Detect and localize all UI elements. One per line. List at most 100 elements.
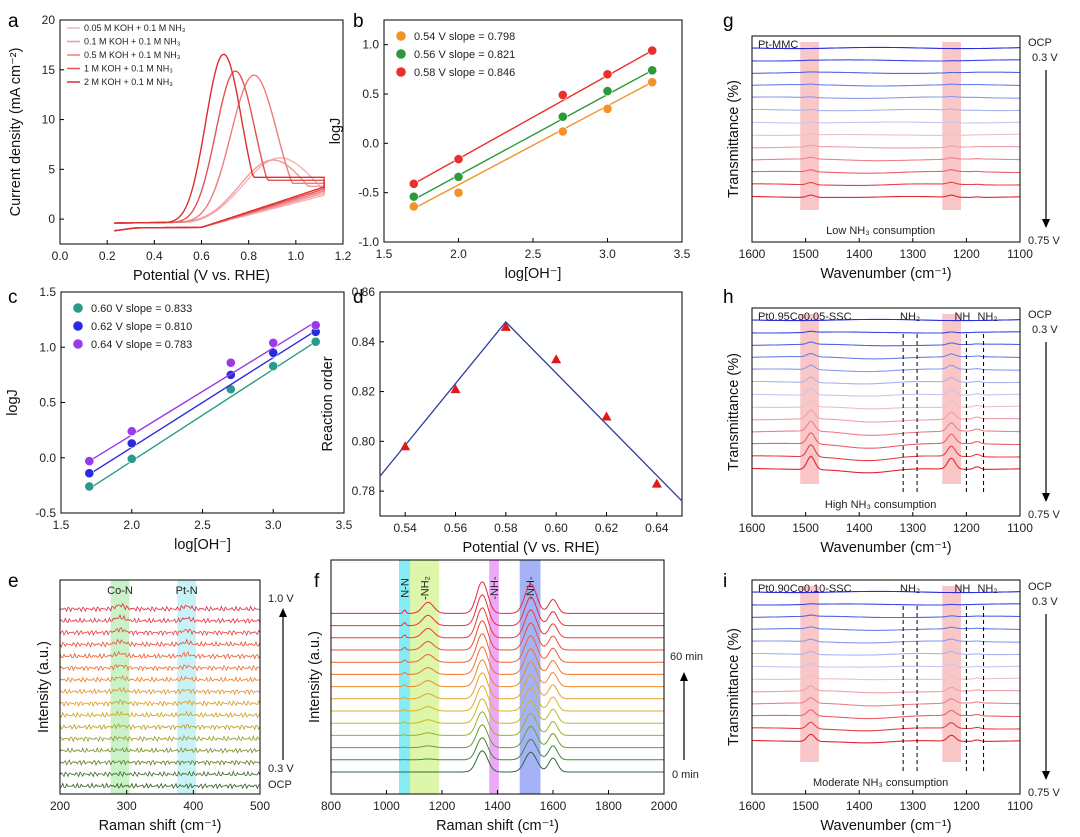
band-highlight [800,586,819,762]
x-tick-label: 500 [250,799,270,813]
ftir-trace [752,144,1020,149]
x-tick-label: 0.0 [52,249,69,263]
raman-trace [331,646,664,675]
band-label: N-N [400,578,412,598]
x-tick-label: 3.0 [265,518,282,532]
panel-letter: a [8,11,19,32]
x-tick-label: 1200 [429,799,456,813]
plot-frame [59,579,261,795]
panel-letter: e [8,571,19,592]
fit-line [88,330,317,475]
arrow-head [680,672,688,681]
x-tick-label: 1800 [595,799,622,813]
band-highlight [110,580,130,794]
label-end: 0.75 V [1028,235,1060,247]
raman-trace [59,746,261,754]
sample-label: Pt-MMC [758,39,798,51]
x-tick-label: 1300 [899,247,926,261]
ftir-trace [752,364,1020,373]
x-tick-label: 3.0 [599,247,616,261]
data-point [557,90,568,100]
band-highlight [410,560,440,794]
y-tick-label: 0.78 [352,484,376,498]
ftir-trace [751,709,1020,720]
data-point [450,384,461,394]
y-axis-label: Reaction order [320,356,336,451]
legend-label: 0.58 V slope = 0.846 [414,67,515,79]
ftir-trace [752,194,1020,198]
raman-trace [59,614,261,624]
x-axis-label: Raman shift (cm⁻¹) [436,818,559,834]
cv-curve-series [114,159,325,232]
band-highlight [942,586,962,762]
ftir-trace [752,108,1020,112]
arrow-head [1042,493,1050,502]
data-point [651,478,662,488]
legend-label: 0.64 V slope = 0.783 [91,339,192,351]
label-start: 0.3 V [1032,52,1058,64]
ftir-trace [752,721,1020,732]
ftir-trace [752,132,1020,136]
ftir-trace [752,455,1020,474]
arrow-head [1042,771,1050,780]
x-axis-label: Potential (V vs. RHE) [463,540,600,556]
ftir-trace [751,662,1021,668]
raman-trace [331,633,664,663]
y-tick-label: 0 [48,212,55,226]
raman-trace [59,770,261,778]
data-point [500,321,511,331]
band-highlight [489,560,499,794]
label-top: 60 min [670,651,703,663]
ftir-trace [751,387,1021,397]
plot-frame [751,579,1021,795]
x-tick-label: 1.5 [53,518,70,532]
x-tick-label: 2.5 [525,247,542,261]
fit-line [88,341,317,490]
ftir-trace [752,626,1021,631]
y-axis-label: Transmittance (%) [726,80,742,198]
x-tick-label: 1100 [1007,799,1033,813]
x-tick-label: 0.60 [544,521,568,535]
band-label: -NH- [525,576,537,600]
raman-trace [59,734,261,743]
raman-trace [331,620,664,651]
y-tick-label: 0.86 [352,285,376,299]
ftir-trace [752,352,1021,360]
data-point [647,65,658,76]
ftir-trace [752,674,1020,681]
data-point [453,171,464,182]
data-point [647,45,658,56]
label-start: 0.3 V [1032,324,1058,336]
legend-marker [73,303,83,313]
raman-trace [59,650,261,660]
raman-trace [59,710,261,719]
plot-frame [751,307,1021,517]
band-label: Co-N [107,585,133,597]
x-tick-label: 2000 [651,799,678,813]
y-tick-label: 0.5 [39,396,56,410]
ftir-trace [752,420,1020,436]
x-tick-label: 0.4 [146,249,163,263]
legend-label: 0.56 V slope = 0.821 [414,49,515,61]
x-tick-label: 0.56 [444,521,468,535]
label-ocp: OCP [1028,581,1052,593]
raman-trace [331,685,664,712]
x-tick-label: 1.5 [376,247,393,261]
data-point [453,154,464,165]
label-start: 0.3 V [1032,596,1058,608]
data-point [126,426,137,437]
legend-marker [396,49,406,59]
x-tick-label: 1400 [846,799,873,813]
data-point [400,441,411,451]
ftir-trace [752,83,1021,87]
band-highlight [942,314,962,484]
data-point [268,337,279,348]
legend-label: 0.62 V slope = 0.810 [91,321,192,333]
ftir-trace [752,95,1020,99]
data-point [453,187,464,198]
y-tick-label: 0.0 [39,451,56,465]
raman-trace [331,750,664,773]
y-axis-label: logJ [5,389,21,416]
label-top: 1.0 V [268,593,294,605]
ftir-trace [752,603,1020,606]
